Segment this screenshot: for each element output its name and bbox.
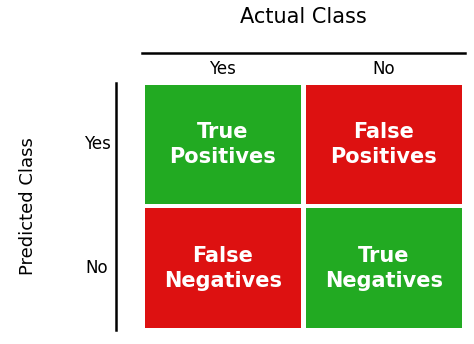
Text: Predicted Class: Predicted Class [19, 138, 37, 275]
FancyBboxPatch shape [145, 85, 301, 204]
FancyBboxPatch shape [306, 85, 462, 204]
FancyBboxPatch shape [145, 208, 301, 328]
Text: False
Negatives: False Negatives [164, 246, 282, 291]
Text: No: No [86, 259, 109, 277]
Text: Yes: Yes [84, 136, 110, 153]
Text: No: No [373, 60, 395, 78]
Text: Yes: Yes [210, 60, 236, 78]
Text: True
Positives: True Positives [169, 122, 276, 167]
FancyBboxPatch shape [306, 208, 462, 328]
Text: Actual Class: Actual Class [240, 7, 367, 27]
Text: True
Negatives: True Negatives [325, 246, 443, 291]
Text: False
Positives: False Positives [330, 122, 438, 167]
